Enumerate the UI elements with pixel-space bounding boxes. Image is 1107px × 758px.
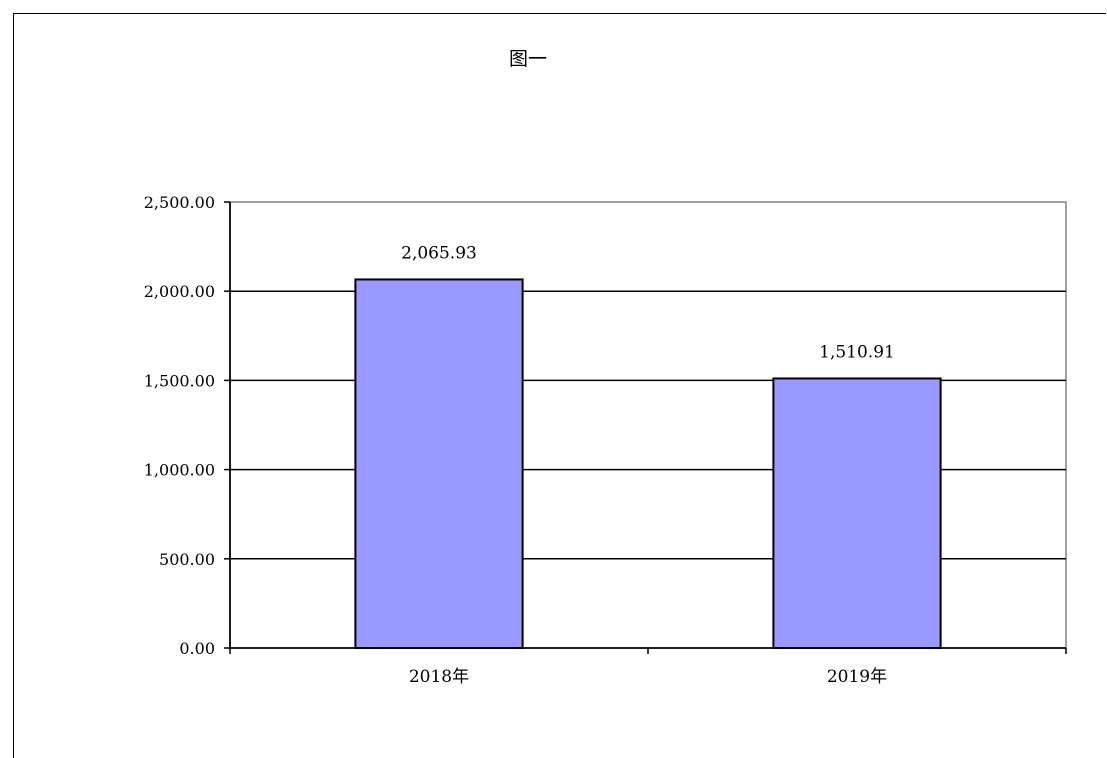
y-tick-label: 1,000.00	[144, 461, 215, 480]
data-label: 2,065.93	[401, 243, 477, 263]
y-tick-label: 500.00	[159, 550, 215, 569]
chart-frame	[13, 13, 1106, 758]
data-label: 1,510.91	[819, 342, 895, 362]
bar	[354, 278, 524, 649]
plot-area: 0.00 500.00 1,000.00 1,500.00 2,000.00 2,500.…	[144, 193, 1067, 687]
plot-border	[230, 201, 1067, 648]
y-tick-label: 1,500.00	[144, 371, 215, 390]
y-tick-label: 0.00	[179, 639, 215, 658]
y-tick-label: 2,000.00	[144, 282, 215, 301]
x-tick-label: 2018年	[409, 667, 469, 687]
y-tick-label: 2,500.00	[144, 193, 215, 212]
chart-title: 图一	[509, 48, 547, 70]
bar	[772, 377, 942, 649]
x-tick-label: 2019年	[827, 667, 887, 687]
